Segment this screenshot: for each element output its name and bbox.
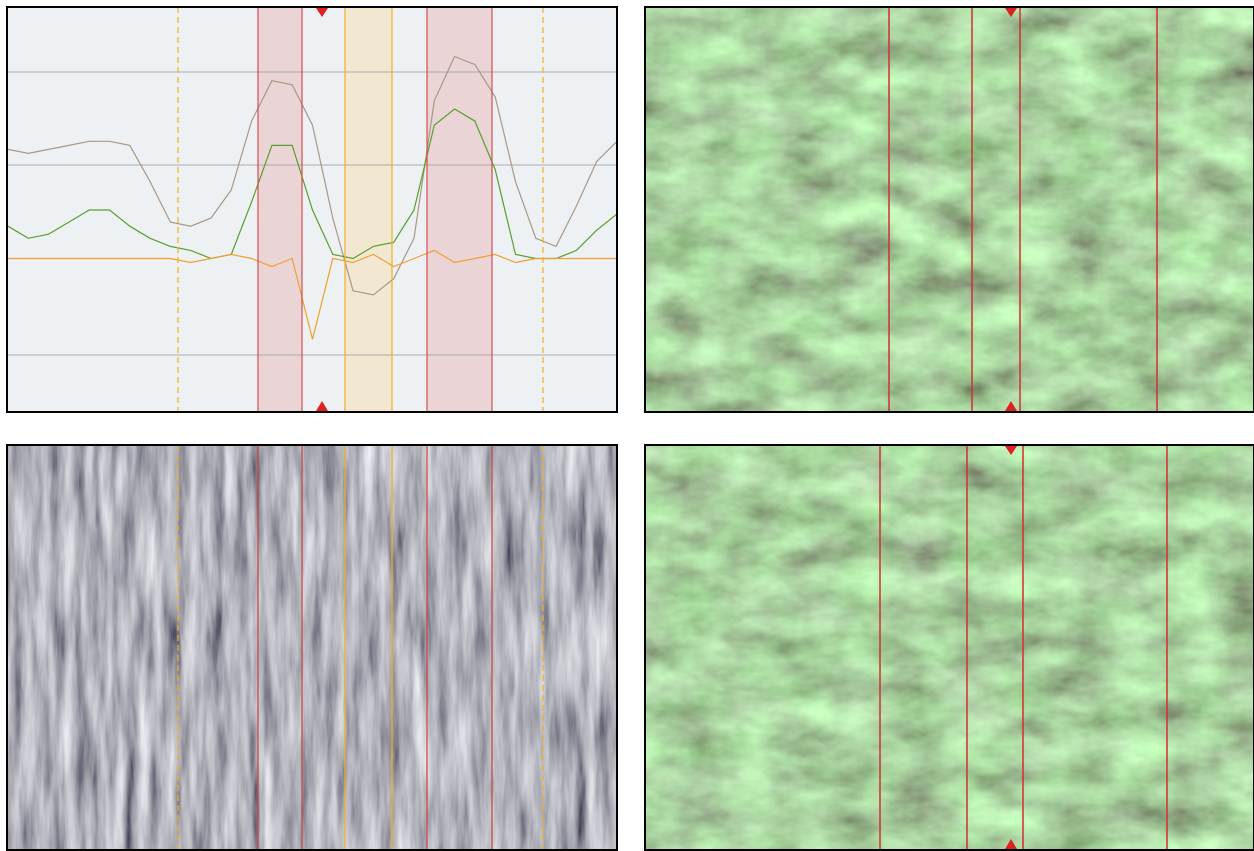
red-band xyxy=(258,7,302,412)
rgb-image-top xyxy=(645,7,1254,412)
gray-image xyxy=(7,445,617,850)
signal-panel xyxy=(7,7,617,412)
screen xyxy=(0,0,1254,851)
image xyxy=(645,445,1254,850)
image xyxy=(7,445,617,850)
yellow-band xyxy=(345,7,392,412)
page: (() => { const data = JSON.parse(documen… xyxy=(0,0,1254,851)
rgb-image-bottom xyxy=(645,445,1254,850)
red-band xyxy=(427,7,492,412)
image xyxy=(645,7,1254,412)
